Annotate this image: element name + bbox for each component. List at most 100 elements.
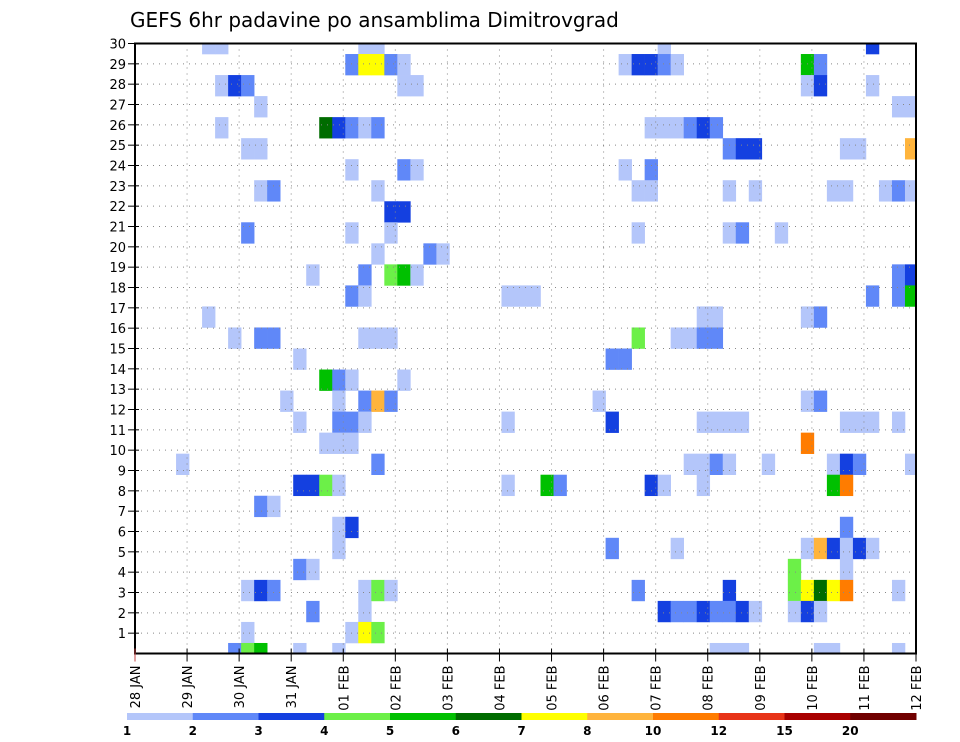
precip-cell [267, 495, 281, 518]
y-tick-label: 8 [118, 485, 126, 500]
precip-cell [683, 453, 698, 475]
y-tick-label: 21 [109, 221, 126, 236]
precip-cell [358, 43, 372, 55]
precip-cell [839, 558, 854, 581]
precip-cell [397, 159, 411, 181]
precip-cell [618, 348, 632, 370]
precip-cell [683, 117, 698, 139]
precip-cell [839, 537, 854, 560]
precip-cell [345, 432, 359, 454]
precip-cell [332, 642, 346, 654]
precip-cell [176, 453, 190, 475]
precip-cell [397, 75, 411, 97]
precip-cell [631, 579, 645, 602]
precip-cell [904, 264, 916, 286]
precip-cell [891, 96, 906, 118]
precip-cell [293, 474, 307, 497]
y-tick-label: 12 [109, 404, 126, 419]
precip-cell [345, 285, 359, 307]
precip-cell [371, 390, 385, 412]
precip-cell [891, 285, 906, 307]
precip-cell [644, 54, 658, 76]
legend-label: 6 [452, 724, 460, 738]
precip-cell [657, 54, 671, 76]
precip-cell [683, 327, 698, 349]
precip-cell [839, 411, 854, 433]
precip-cell [800, 306, 815, 328]
precip-cell [332, 117, 346, 139]
precip-cell [345, 621, 359, 644]
precip-cell [813, 390, 828, 412]
legend-swatch [390, 713, 457, 720]
x-tick-label: 10 FEB [806, 666, 821, 711]
y-tick-label: 28 [109, 78, 126, 93]
legend-label: 3 [254, 724, 262, 738]
precip-cell [501, 285, 515, 307]
precip-cell [644, 117, 658, 139]
x-tick-label: 29 JAN [181, 666, 196, 709]
precip-cell [332, 516, 346, 539]
precip-cell [371, 327, 385, 349]
y-tick-label: 16 [109, 322, 126, 337]
precip-cell [319, 117, 333, 139]
precip-cell [345, 411, 359, 433]
precip-cell [345, 369, 359, 391]
precip-cell [904, 453, 916, 475]
legend-label: 12 [710, 724, 727, 738]
x-tick-label: 04 FEB [493, 666, 508, 711]
precip-cell [306, 558, 320, 581]
y-tick-label: 10 [109, 444, 126, 459]
precip-cell [891, 579, 906, 602]
x-tick-label: 08 FEB [702, 666, 717, 711]
precip-cell [826, 537, 841, 560]
precip-cell [722, 579, 737, 602]
precip-cell [670, 54, 684, 76]
precip-cell [306, 474, 320, 497]
y-tick-label: 27 [109, 99, 126, 114]
precip-cell [670, 537, 684, 560]
precip-cell [345, 54, 359, 76]
precip-cell [852, 138, 867, 160]
precip-cell [657, 117, 671, 139]
y-tick-label: 2 [118, 607, 126, 622]
precip-cell [865, 411, 880, 433]
precip-cell [358, 621, 372, 644]
precip-cell [722, 180, 737, 202]
precip-cell [371, 621, 385, 644]
precip-cell [358, 411, 372, 433]
x-tick-label: 02 FEB [389, 666, 404, 711]
x-tick-label: 12 FEB [910, 666, 925, 711]
precip-cell [540, 474, 554, 497]
precip-cell [605, 411, 619, 433]
precip-cell [670, 117, 684, 139]
precip-cell [345, 222, 359, 244]
precip-cell [813, 579, 828, 602]
precip-cell [254, 327, 268, 349]
y-tick-label: 26 [109, 119, 126, 134]
precip-cell [735, 642, 750, 654]
precip-cell [865, 75, 880, 97]
y-tick-label: 25 [109, 139, 126, 154]
precip-cell [241, 621, 255, 644]
precip-cell [332, 537, 346, 560]
precip-cell [384, 264, 398, 286]
precip-cell [826, 642, 841, 654]
legend-label: 20 [842, 724, 859, 738]
precip-cell [813, 306, 828, 328]
legend-swatch [324, 713, 391, 720]
precip-cell [384, 54, 398, 76]
precip-cell [813, 54, 828, 76]
x-tick-label: 07 FEB [650, 666, 665, 711]
x-tick-label: 31 JAN [285, 666, 300, 709]
y-tick-label: 11 [109, 424, 126, 439]
precip-cell [358, 54, 372, 76]
y-tick-label: 6 [118, 526, 126, 541]
chart-title: GEFS 6hr padavine po ansamblima Dimitrov… [130, 8, 619, 32]
precip-cell [306, 264, 320, 286]
axes-layer: 1234567891011121314151617181920212223242… [109, 38, 925, 711]
precip-cell [722, 138, 737, 160]
precip-cell [839, 474, 854, 497]
precip-cell [839, 180, 854, 202]
precip-cell [228, 327, 242, 349]
precip-cell [358, 390, 372, 412]
